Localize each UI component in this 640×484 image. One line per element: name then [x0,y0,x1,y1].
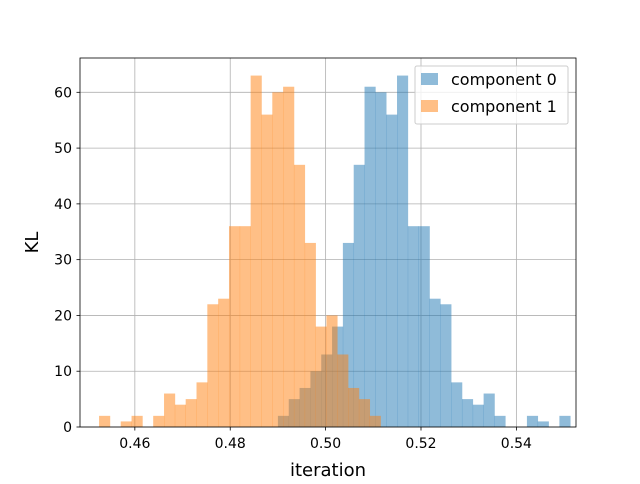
y-tick-label: 20 [54,308,72,324]
y-tick-label: 30 [54,253,72,269]
histogram-bars [99,75,571,428]
legend-label-component-0: component 0 [451,70,557,89]
y-tick-label: 10 [54,364,72,380]
histogram-bar-component-1 [99,415,111,427]
x-tick-label: 0.46 [119,436,150,452]
x-tick-label: 0.48 [215,436,246,452]
histogram-bar-component-1 [185,399,197,427]
histogram-bar-component-0 [451,382,463,427]
histogram-bar-component-0 [364,86,376,427]
y-tick-label: 40 [54,197,72,213]
histogram-bar-component-0 [397,75,409,428]
histogram-bar-component-0 [461,399,474,427]
histogram-bar-component-1 [196,382,208,427]
histogram-bar-component-1 [131,415,143,427]
histogram-bar-component-1 [174,404,186,427]
y-axis-label: KL [22,232,43,254]
x-axis-label: iteration [290,460,366,480]
histogram-bar-component-0 [559,415,571,427]
histogram-bar-component-1 [239,226,251,427]
legend: component 0 component 1 [414,65,569,125]
histogram-bar-component-0 [526,415,539,427]
plot-frame [79,57,577,428]
histogram-bar-component-1 [250,75,262,428]
histogram-bar-component-0 [440,304,452,427]
histogram-bar-component-1 [326,315,338,427]
histogram-bar-component-0 [407,226,419,427]
histogram-bar-component-1 [304,242,316,427]
histogram-bar-component-0 [386,114,398,427]
histogram-bar-component-1 [228,226,241,427]
x-tick-label: 0.50 [310,436,341,452]
y-tick-label: 50 [54,141,72,157]
histogram-bar-component-1 [369,415,381,427]
histogram-bar-component-0 [494,415,506,427]
y-tick-label: 0 [63,420,72,436]
histogram-bar-component-0 [418,226,430,427]
histogram-bar-component-0 [537,421,549,427]
legend-label-component-1: component 1 [451,97,557,116]
histogram-bar-component-1 [153,415,165,427]
legend-swatch-component-0 [421,73,438,85]
histogram-bar-component-1 [337,354,349,427]
histogram-bar-component-0 [429,298,441,427]
x-tick-label: 0.52 [405,436,436,452]
histogram-bar-component-0 [375,92,387,427]
legend-box [414,65,569,125]
histogram-bar-component-0 [342,242,355,427]
histogram-bar-component-0 [353,164,365,428]
y-tick-label: 60 [54,85,72,101]
x-tick-label: 0.54 [501,436,532,452]
histogram-bar-component-1 [348,387,360,427]
histogram-bar-component-1 [120,421,132,427]
histogram-bar-component-1 [315,326,327,427]
legend-swatch-component-1 [421,100,438,112]
histogram-bar-component-1 [293,164,306,428]
histogram-bar-component-1 [283,86,295,427]
histogram-bar-component-1 [358,399,371,427]
histogram-bar-component-1 [207,304,219,427]
histogram-bar-component-0 [483,393,495,427]
histogram-bar-component-1 [164,393,176,427]
histogram-bar-component-0 [472,404,484,427]
axis-ticks: 0.46 0.48 0.50 0.52 0.54 0 10 20 30 40 50 60 [54,85,532,452]
histogram-bar-component-1 [261,114,273,427]
histogram-bar-component-1 [218,298,230,427]
histogram-bar-component-1 [272,92,284,427]
